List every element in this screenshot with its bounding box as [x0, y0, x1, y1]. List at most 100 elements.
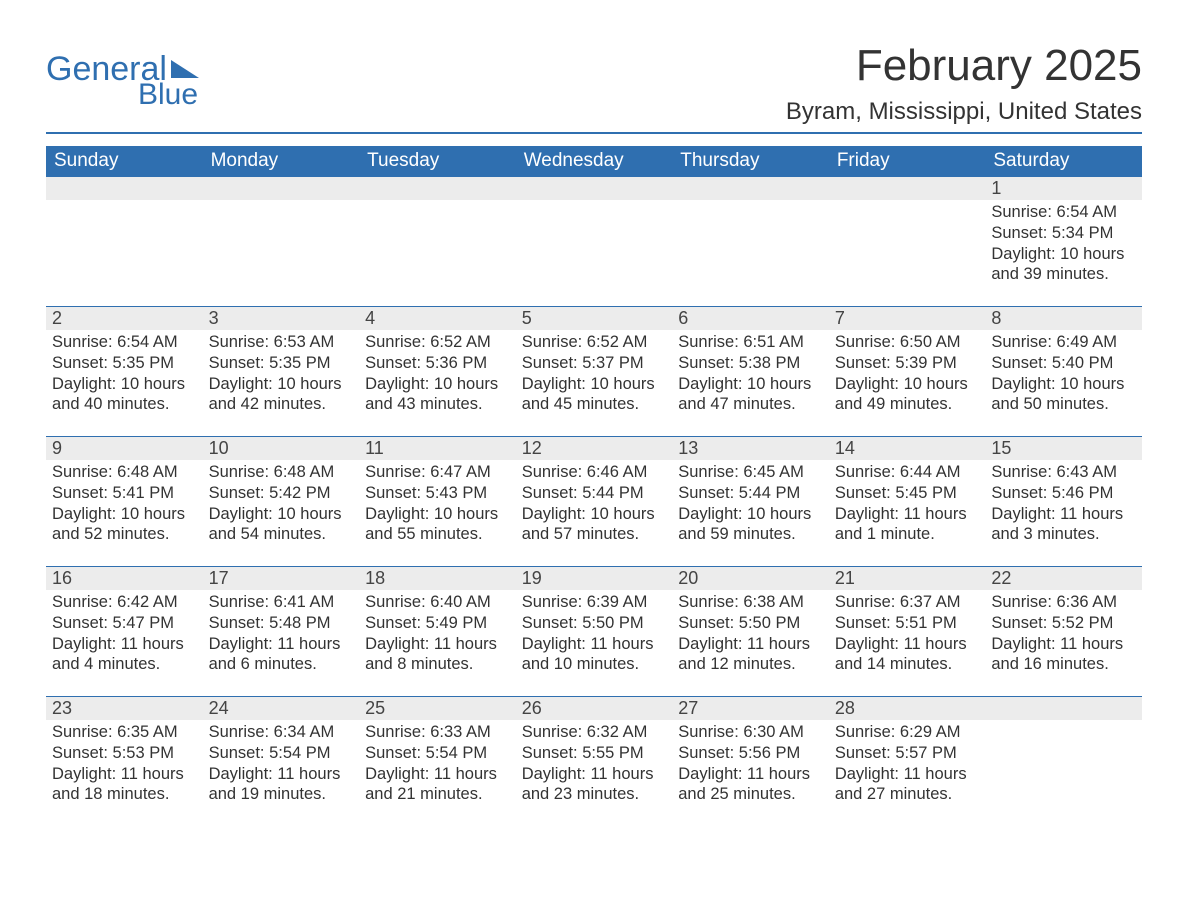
- daylight-line: Daylight: 10 hours and 55 minutes.: [365, 504, 510, 545]
- day-number: 2: [46, 306, 203, 330]
- sunrise-line: Sunrise: 6:34 AM: [209, 722, 354, 743]
- calendar-body: 1Sunrise: 6:54 AMSunset: 5:34 PMDaylight…: [46, 176, 1142, 826]
- calendar-cell: 23Sunrise: 6:35 AMSunset: 5:53 PMDayligh…: [46, 696, 203, 826]
- sunset-line: Sunset: 5:46 PM: [991, 483, 1136, 504]
- sunset-line: Sunset: 5:49 PM: [365, 613, 510, 634]
- calendar-cell: 13Sunrise: 6:45 AMSunset: 5:44 PMDayligh…: [672, 436, 829, 566]
- day-number: 5: [516, 306, 673, 330]
- calendar-cell: [985, 696, 1142, 826]
- daylight-line: Daylight: 11 hours and 8 minutes.: [365, 634, 510, 675]
- day-number: 17: [203, 566, 360, 590]
- calendar-cell: 22Sunrise: 6:36 AMSunset: 5:52 PMDayligh…: [985, 566, 1142, 696]
- calendar-cell: 10Sunrise: 6:48 AMSunset: 5:42 PMDayligh…: [203, 436, 360, 566]
- daylight-line: Daylight: 11 hours and 23 minutes.: [522, 764, 667, 805]
- day-details: Sunrise: 6:45 AMSunset: 5:44 PMDaylight:…: [672, 460, 829, 551]
- day-number: 7: [829, 306, 986, 330]
- daylight-line: Daylight: 11 hours and 10 minutes.: [522, 634, 667, 675]
- day-number: 1: [985, 176, 1142, 200]
- calendar-cell: 19Sunrise: 6:39 AMSunset: 5:50 PMDayligh…: [516, 566, 673, 696]
- daylight-line: Daylight: 10 hours and 40 minutes.: [52, 374, 197, 415]
- sunset-line: Sunset: 5:35 PM: [209, 353, 354, 374]
- calendar-cell: 14Sunrise: 6:44 AMSunset: 5:45 PMDayligh…: [829, 436, 986, 566]
- day-details: Sunrise: 6:52 AMSunset: 5:36 PMDaylight:…: [359, 330, 516, 421]
- sunrise-line: Sunrise: 6:50 AM: [835, 332, 980, 353]
- daylight-line: Daylight: 11 hours and 4 minutes.: [52, 634, 197, 675]
- day-details: Sunrise: 6:54 AMSunset: 5:35 PMDaylight:…: [46, 330, 203, 421]
- day-number: 6: [672, 306, 829, 330]
- sunrise-line: Sunrise: 6:51 AM: [678, 332, 823, 353]
- empty-day-head: [516, 176, 673, 200]
- empty-day-head: [203, 176, 360, 200]
- calendar-cell: 12Sunrise: 6:46 AMSunset: 5:44 PMDayligh…: [516, 436, 673, 566]
- brand-logo: General Blue: [46, 42, 199, 110]
- sunset-line: Sunset: 5:54 PM: [209, 743, 354, 764]
- sunrise-line: Sunrise: 6:45 AM: [678, 462, 823, 483]
- empty-day-head: [829, 176, 986, 200]
- day-number: 10: [203, 436, 360, 460]
- day-number: 3: [203, 306, 360, 330]
- day-details: Sunrise: 6:44 AMSunset: 5:45 PMDaylight:…: [829, 460, 986, 551]
- sunrise-line: Sunrise: 6:47 AM: [365, 462, 510, 483]
- daylight-line: Daylight: 10 hours and 47 minutes.: [678, 374, 823, 415]
- sunset-line: Sunset: 5:54 PM: [365, 743, 510, 764]
- sunrise-line: Sunrise: 6:32 AM: [522, 722, 667, 743]
- day-details: Sunrise: 6:30 AMSunset: 5:56 PMDaylight:…: [672, 720, 829, 811]
- calendar-week-row: 16Sunrise: 6:42 AMSunset: 5:47 PMDayligh…: [46, 566, 1142, 696]
- day-number: 11: [359, 436, 516, 460]
- day-number: 15: [985, 436, 1142, 460]
- day-details: Sunrise: 6:29 AMSunset: 5:57 PMDaylight:…: [829, 720, 986, 811]
- calendar-cell: 6Sunrise: 6:51 AMSunset: 5:38 PMDaylight…: [672, 306, 829, 436]
- sunrise-line: Sunrise: 6:48 AM: [209, 462, 354, 483]
- day-number: 25: [359, 696, 516, 720]
- day-details: Sunrise: 6:34 AMSunset: 5:54 PMDaylight:…: [203, 720, 360, 811]
- day-number: 27: [672, 696, 829, 720]
- sunset-line: Sunset: 5:34 PM: [991, 223, 1136, 244]
- sunrise-line: Sunrise: 6:42 AM: [52, 592, 197, 613]
- day-details: Sunrise: 6:49 AMSunset: 5:40 PMDaylight:…: [985, 330, 1142, 421]
- sunrise-line: Sunrise: 6:41 AM: [209, 592, 354, 613]
- weekday-header: Monday: [203, 146, 360, 176]
- daylight-line: Daylight: 11 hours and 25 minutes.: [678, 764, 823, 805]
- day-details: Sunrise: 6:54 AMSunset: 5:34 PMDaylight:…: [985, 200, 1142, 291]
- day-number: 14: [829, 436, 986, 460]
- daylight-line: Daylight: 10 hours and 54 minutes.: [209, 504, 354, 545]
- day-number: 26: [516, 696, 673, 720]
- sunrise-line: Sunrise: 6:46 AM: [522, 462, 667, 483]
- sunset-line: Sunset: 5:37 PM: [522, 353, 667, 374]
- sunrise-line: Sunrise: 6:52 AM: [365, 332, 510, 353]
- calendar-cell: [829, 176, 986, 306]
- daylight-line: Daylight: 10 hours and 49 minutes.: [835, 374, 980, 415]
- sunset-line: Sunset: 5:47 PM: [52, 613, 197, 634]
- weekday-header: Saturday: [985, 146, 1142, 176]
- weekday-header: Friday: [829, 146, 986, 176]
- calendar-cell: 28Sunrise: 6:29 AMSunset: 5:57 PMDayligh…: [829, 696, 986, 826]
- sunset-line: Sunset: 5:44 PM: [522, 483, 667, 504]
- sunrise-line: Sunrise: 6:37 AM: [835, 592, 980, 613]
- sunrise-line: Sunrise: 6:39 AM: [522, 592, 667, 613]
- day-details: Sunrise: 6:39 AMSunset: 5:50 PMDaylight:…: [516, 590, 673, 681]
- day-details: Sunrise: 6:46 AMSunset: 5:44 PMDaylight:…: [516, 460, 673, 551]
- calendar-cell: 16Sunrise: 6:42 AMSunset: 5:47 PMDayligh…: [46, 566, 203, 696]
- calendar-cell: 18Sunrise: 6:40 AMSunset: 5:49 PMDayligh…: [359, 566, 516, 696]
- day-number: 9: [46, 436, 203, 460]
- calendar-cell: 4Sunrise: 6:52 AMSunset: 5:36 PMDaylight…: [359, 306, 516, 436]
- weekday-header: Wednesday: [516, 146, 673, 176]
- calendar-cell: [672, 176, 829, 306]
- day-details: Sunrise: 6:48 AMSunset: 5:41 PMDaylight:…: [46, 460, 203, 551]
- calendar-cell: 15Sunrise: 6:43 AMSunset: 5:46 PMDayligh…: [985, 436, 1142, 566]
- sunset-line: Sunset: 5:36 PM: [365, 353, 510, 374]
- calendar-cell: [203, 176, 360, 306]
- daylight-line: Daylight: 11 hours and 19 minutes.: [209, 764, 354, 805]
- weekday-header: Thursday: [672, 146, 829, 176]
- sunset-line: Sunset: 5:43 PM: [365, 483, 510, 504]
- sunset-line: Sunset: 5:42 PM: [209, 483, 354, 504]
- month-title: February 2025: [786, 42, 1142, 90]
- day-number: 13: [672, 436, 829, 460]
- sunset-line: Sunset: 5:53 PM: [52, 743, 197, 764]
- sunset-line: Sunset: 5:45 PM: [835, 483, 980, 504]
- daylight-line: Daylight: 11 hours and 16 minutes.: [991, 634, 1136, 675]
- day-number: 21: [829, 566, 986, 590]
- calendar-cell: 7Sunrise: 6:50 AMSunset: 5:39 PMDaylight…: [829, 306, 986, 436]
- calendar-cell: 21Sunrise: 6:37 AMSunset: 5:51 PMDayligh…: [829, 566, 986, 696]
- calendar-page: General Blue February 2025 Byram, Missis…: [0, 0, 1188, 866]
